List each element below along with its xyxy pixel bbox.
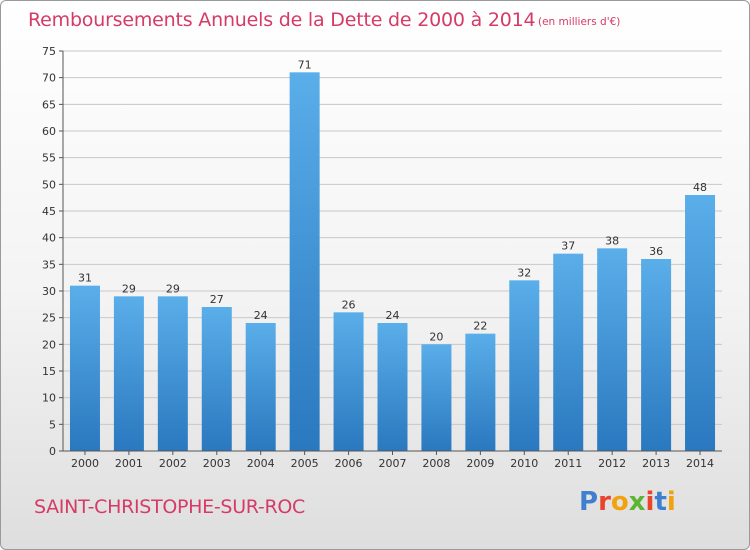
y-tick-label: 5	[49, 418, 56, 431]
y-tick-label: 15	[42, 365, 56, 378]
data-label-2012: 38	[605, 234, 619, 247]
x-tick-label-2010: 2010	[510, 457, 538, 470]
y-tick-label: 50	[42, 178, 56, 191]
x-tick-label-2001: 2001	[115, 457, 143, 470]
y-tick-label: 30	[42, 285, 56, 298]
y-tick-label: 35	[42, 258, 56, 271]
y-tick-label: 55	[42, 152, 56, 165]
data-label-2000: 31	[78, 272, 92, 285]
x-tick-label-2008: 2008	[422, 457, 450, 470]
data-label-2009: 22	[473, 320, 487, 333]
data-label-2002: 29	[166, 282, 180, 295]
bar-2012	[597, 248, 628, 451]
bar-2003	[201, 307, 232, 451]
bar-2000	[69, 285, 100, 451]
proxiti-logo: Proxiti	[579, 487, 676, 517]
y-tick-label: 60	[42, 125, 56, 138]
data-label-2003: 27	[210, 293, 224, 306]
y-tick-label: 20	[42, 338, 56, 351]
x-tick-label-2000: 2000	[71, 457, 99, 470]
data-label-2004: 24	[254, 309, 268, 322]
axis-layer: 0 5 10 15 20 25 30 35 40 45 50 55 60 65 70 75 2000 2001 20…	[42, 45, 722, 470]
bar-2006	[333, 312, 364, 451]
y-tick-label: 25	[42, 312, 56, 325]
commune-name: SAINT-CHRISTOPHE-SUR-ROC	[34, 496, 306, 518]
y-tick-label: 70	[42, 72, 56, 85]
y-tick-label: 65	[42, 98, 56, 111]
data-label-2011: 37	[561, 240, 575, 253]
x-tick-label-2014: 2014	[686, 457, 714, 470]
data-label-2005: 71	[298, 58, 312, 71]
data-label-2013: 36	[649, 245, 663, 258]
x-tick-label-2005: 2005	[291, 457, 319, 470]
bar-2013	[641, 259, 672, 451]
bar-2010	[509, 280, 540, 451]
y-tick-label: 40	[42, 232, 56, 245]
bar-2011	[553, 253, 584, 451]
bar-2014	[685, 195, 716, 451]
data-label-2001: 29	[122, 282, 136, 295]
chart-title: Remboursements Annuels de la Dette de 20…	[28, 9, 536, 31]
data-label-2010: 32	[517, 266, 531, 279]
bar-2008	[421, 344, 452, 451]
bar-2004	[245, 323, 276, 451]
x-tick-label-2003: 2003	[203, 457, 231, 470]
data-label-2006: 26	[342, 298, 356, 311]
x-tick-label-2013: 2013	[642, 457, 670, 470]
y-tick-label: 45	[42, 205, 56, 218]
x-tick-label-2007: 2007	[379, 457, 407, 470]
x-tick-label-2002: 2002	[159, 457, 187, 470]
y-tick-label: 75	[42, 45, 56, 58]
data-label-2007: 24	[386, 309, 400, 322]
bar-2007	[377, 323, 408, 451]
x-tick-label-2009: 2009	[466, 457, 494, 470]
x-tick-label-2012: 2012	[598, 457, 626, 470]
x-tick-label-2011: 2011	[554, 457, 582, 470]
y-tick-label: 10	[42, 392, 56, 405]
bar-2001	[113, 296, 144, 451]
data-label-2008: 20	[429, 330, 443, 343]
y-tick-label: 0	[49, 445, 56, 458]
data-label-2014: 48	[693, 181, 707, 194]
bar-layer: 31 29 29 27 24 71 26 24 20 22 32 37 38 36 48	[69, 58, 716, 451]
chart-unit-note: (en milliers d'€)	[538, 16, 621, 28]
bar-2009	[465, 333, 496, 451]
x-tick-label-2004: 2004	[247, 457, 275, 470]
x-tick-label-2006: 2006	[335, 457, 363, 470]
bar-2005	[289, 72, 320, 451]
bar-2002	[157, 296, 188, 451]
